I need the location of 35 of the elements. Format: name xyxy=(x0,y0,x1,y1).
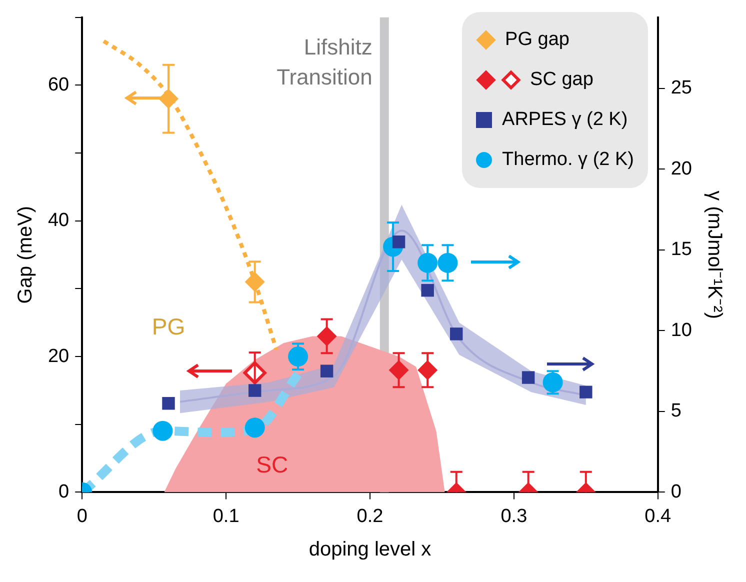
legend-label: ARPES γ (2 K) xyxy=(502,109,628,131)
legend-label: PG gap xyxy=(505,29,570,51)
point xyxy=(580,386,592,398)
y2-tick-label: 20 xyxy=(670,158,692,180)
y-tick-label: 0 xyxy=(58,481,70,502)
x-tick-label: 0.1 xyxy=(212,506,240,527)
y2-axis-title: γ (mJmol⁻¹K⁻²) xyxy=(703,190,726,320)
y-tick-label: 60 xyxy=(48,74,70,96)
point xyxy=(450,328,463,340)
y-tick-label: 20 xyxy=(48,346,70,367)
annotation: PG xyxy=(152,314,186,340)
y2-tick-label: 25 xyxy=(670,78,692,99)
point xyxy=(421,284,434,297)
point xyxy=(522,371,535,384)
y2-tick-label: 15 xyxy=(670,239,692,260)
y2-tick-label: 5 xyxy=(670,400,682,422)
y-tick-label: 40 xyxy=(48,210,70,232)
x-tick-label: 0.3 xyxy=(500,506,528,527)
legend-label: Thermo. γ (2 K) xyxy=(502,149,634,171)
y-axis-title: Gap (meV) xyxy=(14,206,37,304)
x-tick-label: 0.4 xyxy=(644,506,672,527)
point xyxy=(162,397,175,410)
line-series xyxy=(102,39,278,352)
x-axis-title: doping level x xyxy=(308,538,432,561)
legend-label: SC gap xyxy=(530,69,594,91)
point xyxy=(248,384,262,397)
annotation: SC xyxy=(256,451,288,478)
point xyxy=(244,418,265,438)
point xyxy=(320,364,334,378)
x-tick-label: 0.2 xyxy=(356,506,384,527)
y2-tick-label: 10 xyxy=(670,320,692,341)
point xyxy=(152,420,173,441)
ref-line-label: Lifshitz Transition xyxy=(276,34,372,90)
x-tick-label: 0 xyxy=(76,506,88,527)
y2-tick-label: 0 xyxy=(670,481,682,502)
